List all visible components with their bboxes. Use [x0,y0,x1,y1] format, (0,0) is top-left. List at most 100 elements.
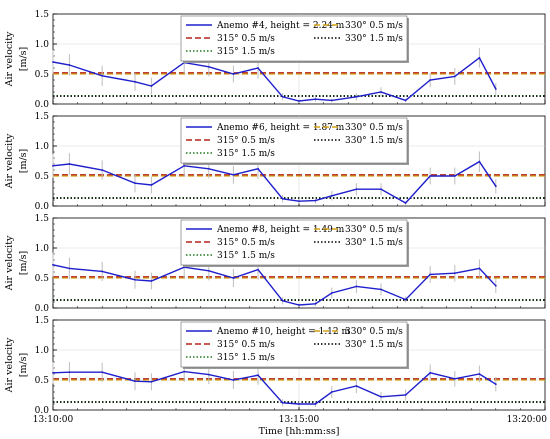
data-point [281,299,284,302]
data-point [330,391,333,393]
x-tick-label: 13:10:00 [33,415,74,425]
data-point [380,288,382,291]
legend [180,117,408,164]
data-point [52,164,54,167]
panel-2: 0.0 0.5 1.0 1.5 Air velocity [m/s] Anemo #6, h… [4,112,546,212]
y-tick-label: 0.5 [35,70,50,80]
legend-label: 315° 1.5 m/s [217,47,275,57]
data-point [150,280,153,282]
legend-label: Anemo #8, height = 1.49 m [216,225,345,235]
data-point [494,383,497,386]
panel-3: 0.0 0.5 1.0 1.5 Air velocity [m/s] Anemo #8, h… [4,214,546,314]
legend-label: 315° 1.5 m/s [217,251,275,261]
data-point [314,302,317,305]
data-point [232,173,235,176]
data-point [281,401,284,404]
x-axis-label: Time [hh:mm:ss] [259,426,340,437]
series-line [52,56,497,102]
legend-label: Anemo #6, height = 1.87 m [216,123,345,133]
series-line [52,264,497,306]
data-point [298,304,300,306]
legend-label: 315° 1.5 m/s [217,353,275,363]
series-line [52,370,497,405]
data-point [453,75,456,78]
data-point [494,185,497,188]
data-point [355,385,358,387]
y-axis-unit: [m/s] [18,149,29,174]
data-point [101,169,104,171]
data-point [101,270,104,273]
data-point [134,80,136,83]
data-point [52,371,54,374]
data-point [314,199,317,202]
panel-1: 0.0 0.5 1.0 1.5 Air velocity [m/s] Anemo #4, h… [4,10,546,110]
data-point [134,278,136,281]
data-point [150,184,153,186]
y-axis-label: Air velocity [4,235,15,291]
legend-label: 315° 0.5 m/s [217,340,275,350]
legend-label: 330° 0.5 m/s [345,123,403,133]
y-tick-label: 0.5 [35,274,50,284]
y-axis-label: Air velocity [4,133,15,189]
legend-label: 315° 0.5 m/s [217,238,275,248]
legend-label: 330° 0.5 m/s [345,225,403,235]
legend-label: 330° 0.5 m/s [345,21,403,31]
y-tick-label: 1.0 [35,142,50,152]
data-point [257,167,259,170]
data-point [68,371,71,374]
data-point [207,269,210,272]
data-point [52,263,54,266]
y-axis-label: Air velocity [4,31,15,87]
data-point [355,285,358,288]
data-point [355,95,358,98]
data-point [478,56,481,59]
data-point [257,374,259,377]
data-point [101,371,104,374]
data-point [453,175,456,177]
data-point [314,98,317,101]
data-point [207,167,210,170]
y-tick-label: 1.5 [35,316,50,326]
y-tick-label: 0.5 [35,172,50,182]
legend-label: 330° 1.5 m/s [345,238,403,248]
data-point [330,292,333,294]
legend-label: 315° 0.5 m/s [217,34,275,44]
data-point [429,273,432,276]
data-point [134,380,136,383]
data-point [183,370,186,373]
legend-label: Anemo #4, height = 2.24 m [216,21,345,31]
data-point [134,182,136,185]
legend-label: Anemo #10, height = 1.12 m [216,327,350,337]
y-tick-label: 1.5 [35,10,50,20]
legend-label: 315° 0.5 m/s [217,136,275,146]
data-point [494,284,497,287]
y-axis-unit: [m/s] [18,251,29,276]
data-point [355,188,358,191]
y-axis-unit: [m/s] [18,353,29,378]
data-point [232,277,235,279]
data-point [330,194,333,197]
y-tick-label: 0.0 [35,100,50,110]
data-point [298,100,300,102]
data-point [232,379,235,381]
y-tick-label: 0.0 [35,202,50,212]
y-tick-label: 1.5 [35,112,50,122]
data-point [281,197,284,200]
data-point [429,175,432,177]
data-point [232,73,235,75]
data-point [68,163,71,165]
data-point [207,65,210,68]
data-point [478,267,481,270]
data-point [101,74,104,77]
legend-label: 330° 1.5 m/s [345,34,403,44]
data-point [150,380,153,383]
data-point [380,395,382,398]
y-tick-label: 0.5 [35,376,50,386]
data-point [52,61,54,63]
data-point [330,99,333,102]
y-tick-label: 1.0 [35,244,50,254]
data-point [478,160,481,163]
data-point [429,79,432,81]
y-tick-label: 1.5 [35,214,50,224]
